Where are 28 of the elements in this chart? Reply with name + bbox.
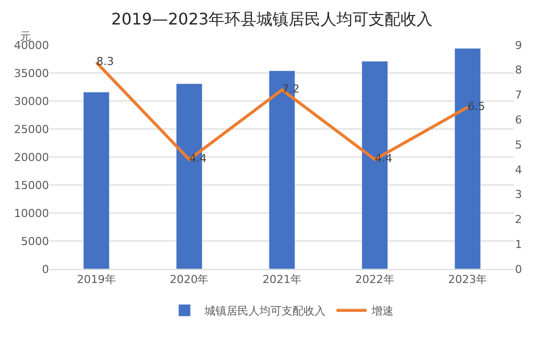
y-tick-label: 25000 xyxy=(14,122,49,136)
x-tick-label: 2023年 xyxy=(448,273,488,286)
y-tick-label: 15000 xyxy=(14,178,49,192)
x-tick-label: 2019年 xyxy=(76,273,116,286)
y2-tick-label: 9 xyxy=(515,38,522,52)
y2-tick-label: 0 xyxy=(515,262,522,276)
y-tick-label: 0 xyxy=(42,262,49,276)
x-tick-label: 2022年 xyxy=(355,273,394,286)
y-tick-label: 20000 xyxy=(14,150,49,164)
data-label: 8.3 xyxy=(96,55,114,68)
y2-tick-label: 7 xyxy=(515,88,522,102)
y2-tick-label: 4 xyxy=(515,163,522,176)
x-tick-label: 2021年 xyxy=(262,273,302,286)
y2-tick-label: 8 xyxy=(515,64,522,77)
y-tick-label: 10000 xyxy=(14,206,49,220)
x-tick-label: 2020年 xyxy=(170,273,209,286)
y-tick-label: 5000 xyxy=(21,234,49,248)
legend-label: 增速 xyxy=(370,304,394,318)
legend-label: 城镇居民人均可支配收入 xyxy=(204,304,326,318)
y2-tick-label: 2 xyxy=(515,213,522,226)
chart-title: 2019—2023年环县城镇居民人均可支配收入 xyxy=(111,10,433,29)
y2-tick-label: 6 xyxy=(515,114,522,127)
y-tick-label: 30000 xyxy=(14,94,49,108)
y2-tick-label: 3 xyxy=(515,188,522,202)
y2-tick-label: 5 xyxy=(515,138,522,152)
bar xyxy=(83,92,110,269)
y-tick-label: 35000 xyxy=(14,66,49,80)
y2-tick-label: 1 xyxy=(515,238,522,251)
